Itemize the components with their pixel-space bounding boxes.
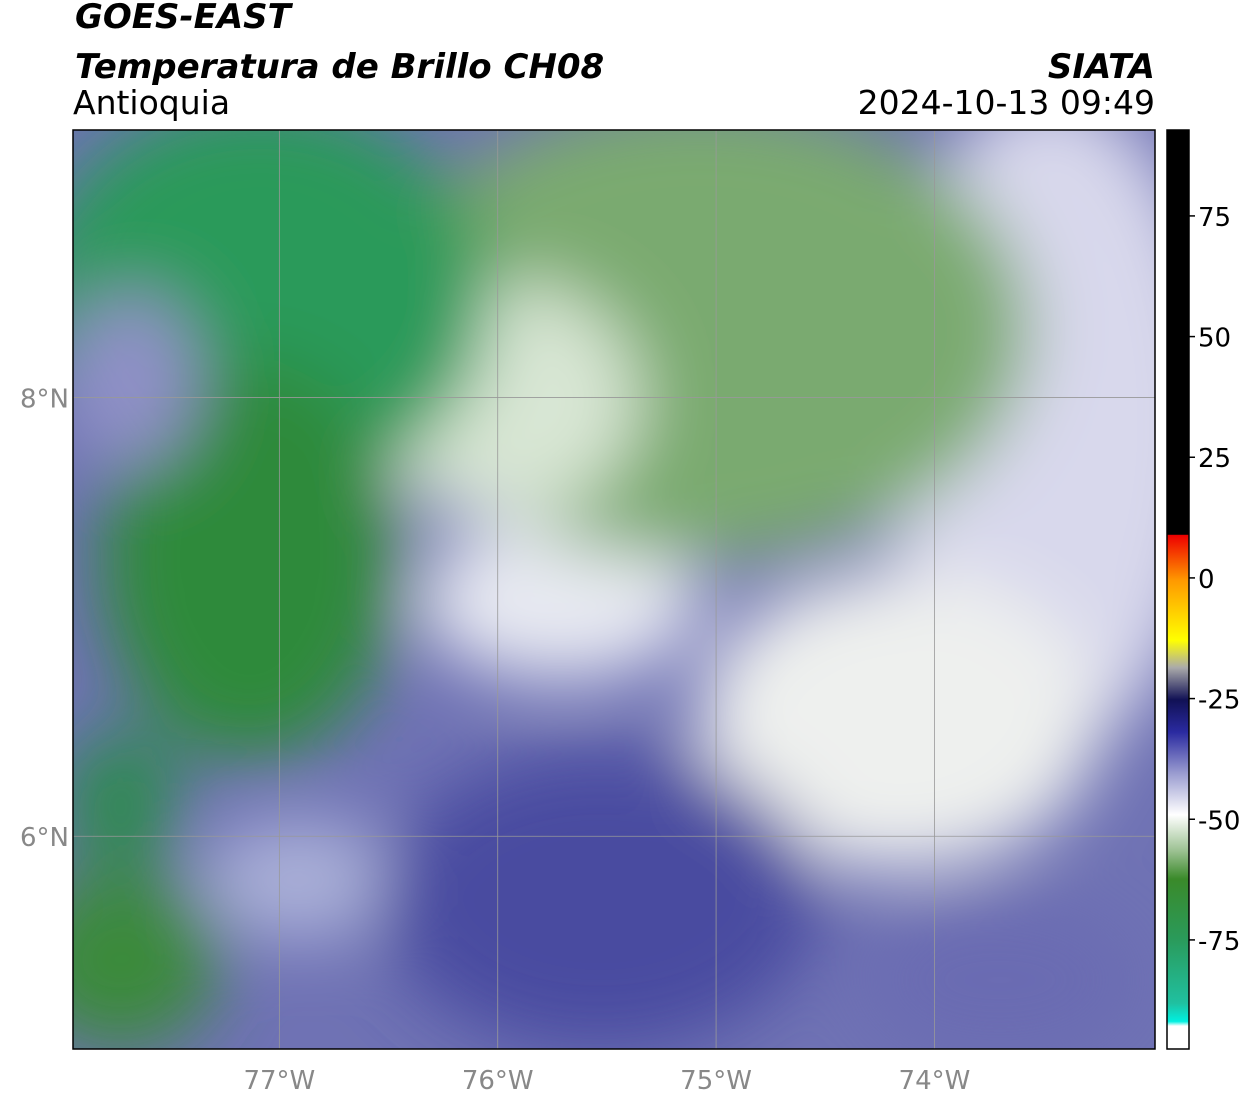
source: SIATA <box>1048 47 1155 87</box>
x-tick-label: 75°W <box>680 1066 752 1096</box>
region: Antioquia <box>73 83 230 122</box>
subtitle: Temperatura de Brillo CH08 <box>75 47 604 87</box>
colorbar <box>1166 129 1190 1050</box>
y-tick-label: 6°N <box>20 823 69 853</box>
y-tick-label: 8°N <box>20 385 69 415</box>
x-tick-label: 74°W <box>899 1066 971 1096</box>
colorbar-tick-label: 0 <box>1198 565 1215 595</box>
title: GOES-EAST <box>75 0 294 37</box>
colorbar-tick-label: -75 <box>1198 927 1240 957</box>
datetime: 2024-10-13 09:49 <box>858 83 1155 122</box>
colorbar-tick-label: 50 <box>1198 324 1231 354</box>
colorbar-tick-label: 75 <box>1198 203 1231 233</box>
colorbar-tick-label: -25 <box>1198 686 1240 716</box>
satellite-image <box>73 130 1155 1049</box>
graticule <box>73 130 1155 1049</box>
x-tick-label: 77°W <box>243 1066 315 1096</box>
colorbar-tick-label: 25 <box>1198 444 1231 474</box>
map-frame <box>72 129 1156 1050</box>
colorbar-tick-label: -50 <box>1198 806 1240 836</box>
x-tick-label: 76°W <box>462 1066 534 1096</box>
